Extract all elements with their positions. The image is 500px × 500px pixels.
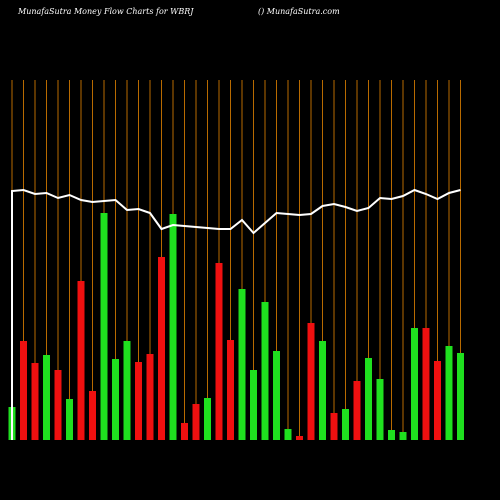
bar xyxy=(434,361,441,440)
bar xyxy=(319,341,326,440)
bar xyxy=(181,423,188,440)
bar xyxy=(307,323,315,440)
bar xyxy=(89,391,96,440)
bar xyxy=(43,355,50,440)
bar xyxy=(353,381,361,440)
bar xyxy=(342,409,349,440)
bar xyxy=(273,351,280,440)
bar xyxy=(192,404,200,440)
chart-subtitle: () MunafaSutra.com xyxy=(258,7,340,16)
bar xyxy=(261,302,269,440)
bar xyxy=(54,370,62,440)
bar xyxy=(365,358,372,440)
chart-title: MunafaSutra Money Flow Charts for WBRJ xyxy=(17,7,194,16)
bar xyxy=(457,353,464,440)
bar xyxy=(284,429,292,440)
bar xyxy=(445,346,453,440)
bar xyxy=(100,213,108,440)
bar xyxy=(135,362,142,440)
bar xyxy=(77,281,85,440)
bar xyxy=(388,430,395,440)
bar xyxy=(227,340,234,440)
bar xyxy=(296,436,303,440)
bar xyxy=(158,257,165,440)
bar xyxy=(238,289,246,440)
bar xyxy=(20,341,27,440)
bar xyxy=(204,398,211,440)
bar xyxy=(31,363,39,440)
bar xyxy=(66,399,73,440)
bar xyxy=(146,354,154,440)
money-flow-line xyxy=(11,188,461,440)
bar xyxy=(112,359,119,440)
bar xyxy=(422,328,430,440)
bar xyxy=(330,413,338,440)
bar xyxy=(123,341,131,440)
bar xyxy=(411,328,418,440)
bar xyxy=(215,263,223,440)
bar xyxy=(169,214,177,440)
bar xyxy=(399,432,407,440)
bar xyxy=(376,379,384,440)
bar xyxy=(250,370,257,440)
